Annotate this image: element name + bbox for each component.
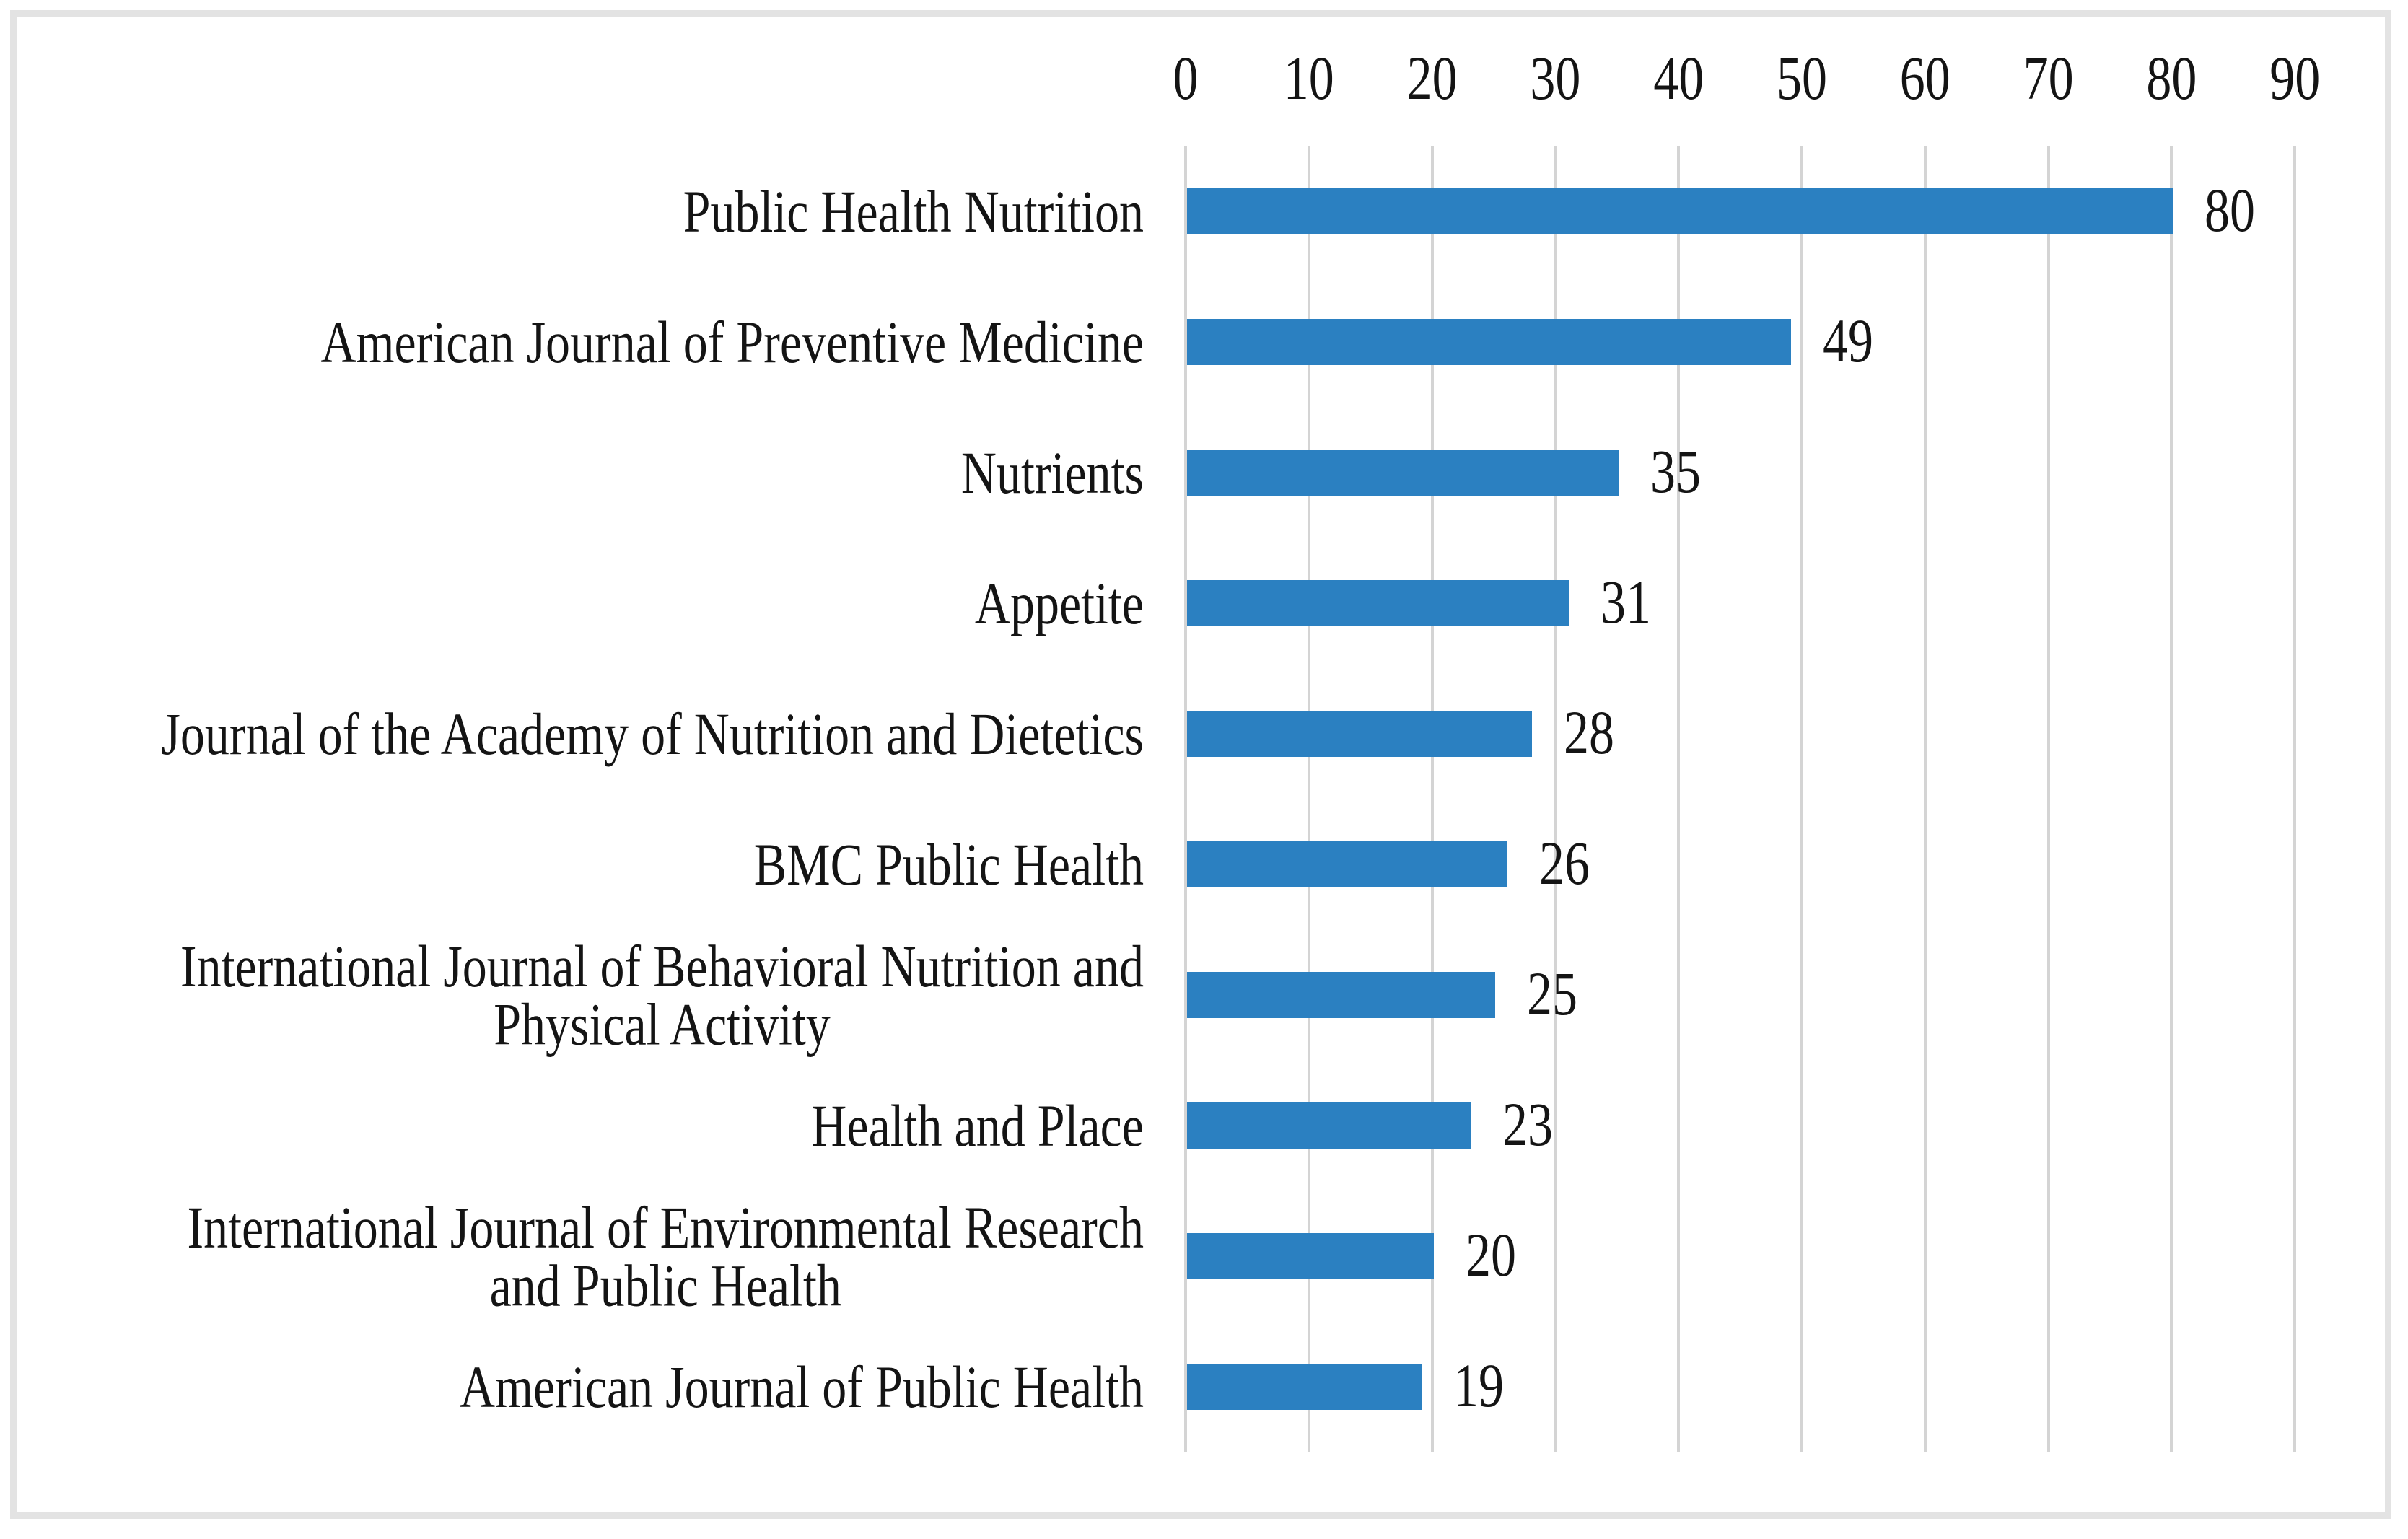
x-tick-label: 20 (1406, 45, 1458, 113)
x-tick-label: 10 (1283, 45, 1334, 113)
gridline (2170, 146, 2173, 1452)
category-label: Nutrients (960, 439, 1144, 507)
category-label: Health and Place (811, 1092, 1144, 1159)
bar (1187, 1102, 1471, 1149)
x-tick-label: 40 (1653, 45, 1704, 113)
bar-value-label: 31 (1601, 569, 1651, 637)
bar (1187, 1233, 1434, 1279)
bar (1187, 188, 2173, 234)
gridline (1800, 146, 1803, 1452)
category-label: Appetite (974, 569, 1144, 637)
bar-value-label: 25 (1527, 960, 1577, 1029)
category-label: International Journal of Environmental R… (187, 1193, 1144, 1319)
bar (1187, 319, 1791, 365)
x-tick-label: 60 (1899, 45, 1951, 113)
bar-value-label: 20 (1466, 1222, 1516, 1290)
bar-value-label: 35 (1650, 438, 1701, 507)
bar-value-label: 49 (1823, 307, 1873, 376)
gridline (2293, 146, 2297, 1452)
bar (1187, 711, 1532, 757)
bar-value-label: 80 (2205, 177, 2255, 245)
x-tick-label: 0 (1173, 45, 1199, 113)
gridline (1430, 146, 1434, 1452)
bar-value-label: 19 (1453, 1352, 1504, 1421)
gridline (1184, 146, 1187, 1452)
category-label: BMC Public Health (753, 830, 1144, 898)
x-tick-label: 70 (2023, 45, 2074, 113)
category-label: Public Health Nutrition (683, 177, 1144, 245)
category-label: American Journal of Public Health (460, 1353, 1144, 1421)
x-tick-label: 30 (1530, 45, 1581, 113)
category-label: American Journal of Preventive Medicine (320, 308, 1144, 376)
bar-value-label: 23 (1502, 1091, 1553, 1159)
bar (1187, 1364, 1422, 1410)
gridline (1554, 146, 1557, 1452)
gridline (1307, 146, 1310, 1452)
bar (1187, 450, 1619, 496)
bar-value-label: 28 (1564, 699, 1614, 768)
bar (1187, 841, 1507, 887)
x-tick-label: 90 (2269, 45, 2321, 113)
bar (1187, 972, 1495, 1018)
gridline (1677, 146, 1681, 1452)
gridline (1923, 146, 1927, 1452)
x-tick-label: 50 (1777, 45, 1827, 113)
chart-border (10, 10, 2391, 1519)
category-label: International Journal of Behavioral Nutr… (180, 932, 1144, 1058)
category-label: Journal of the Academy of Nutrition and … (161, 700, 1144, 768)
gridline (2046, 146, 2050, 1452)
bar-value-label: 26 (1539, 830, 1590, 898)
x-tick-label: 80 (2146, 45, 2197, 113)
bar (1187, 580, 1569, 626)
